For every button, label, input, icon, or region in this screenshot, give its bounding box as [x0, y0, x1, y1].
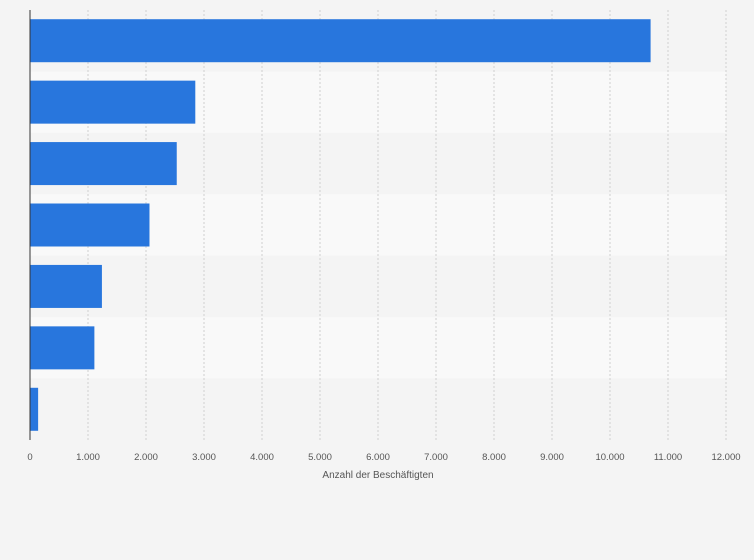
x-axis-title: Anzahl der Beschäftigten — [322, 470, 433, 481]
x-tick-label: 10.000 — [595, 452, 624, 463]
x-tick-label: 9.000 — [540, 452, 564, 463]
x-tick-label: 0 — [27, 452, 32, 463]
row-band — [30, 378, 726, 440]
bar — [30, 80, 196, 124]
bars — [30, 19, 651, 431]
x-tick-labels: 0 1.000 2.000 3.000 4.000 5.000 6.000 7.000 8.00… — [27, 452, 740, 463]
x-tick-label: 3.000 — [192, 452, 216, 463]
x-tick-label: 6.000 — [366, 452, 390, 463]
x-tick-label: 12.000 — [711, 452, 740, 463]
bar — [30, 142, 177, 186]
bar — [30, 326, 95, 370]
x-tick-label: 1.000 — [76, 452, 100, 463]
bar — [30, 203, 150, 247]
x-tick-label: 4.000 — [250, 452, 274, 463]
x-tick-label: 8.000 — [482, 452, 506, 463]
bar — [30, 264, 102, 308]
bar — [30, 387, 39, 431]
x-tick-label: 2.000 — [134, 452, 158, 463]
x-tick-label: 5.000 — [308, 452, 332, 463]
x-tick-label: 11.000 — [654, 452, 682, 463]
x-tick-label: 7.000 — [424, 452, 448, 463]
bar — [30, 19, 651, 63]
